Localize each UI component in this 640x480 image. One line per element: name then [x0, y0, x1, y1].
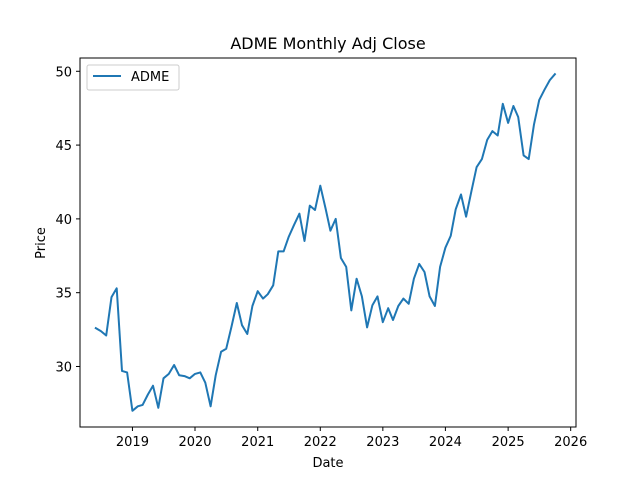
legend: ADME	[86, 64, 180, 91]
plot-frame	[79, 57, 577, 428]
chart-title: ADME Monthly Adj Close	[230, 34, 425, 53]
x-tick-label: 2023	[366, 435, 399, 450]
x-tick-label: 2026	[554, 435, 587, 450]
x-axis-label: Date	[312, 456, 343, 471]
y-axis-label: Price	[34, 227, 49, 259]
x-tick-label: 2019	[116, 435, 149, 450]
legend-box	[86, 64, 180, 91]
x-tick-label: 2020	[178, 435, 211, 450]
legend-label: ADME	[131, 70, 169, 85]
y-tick-label: 30	[55, 360, 72, 375]
y-tick-label: 50	[55, 65, 72, 80]
y-axis-ticks: 30 35 40 45 50	[55, 65, 80, 375]
y-tick-label: 35	[55, 287, 72, 302]
plot-content	[94, 72, 557, 412]
x-axis-ticks: 2019 2020 2021 2022 2023 2024 2025 2026	[116, 427, 587, 450]
y-tick-label: 45	[55, 139, 72, 154]
y-tick-label: 40	[55, 213, 72, 228]
series-line-adme	[94, 72, 557, 412]
x-tick-label: 2022	[304, 435, 337, 450]
x-tick-label: 2025	[492, 435, 525, 450]
x-tick-label: 2021	[241, 435, 274, 450]
x-tick-label: 2024	[429, 435, 462, 450]
